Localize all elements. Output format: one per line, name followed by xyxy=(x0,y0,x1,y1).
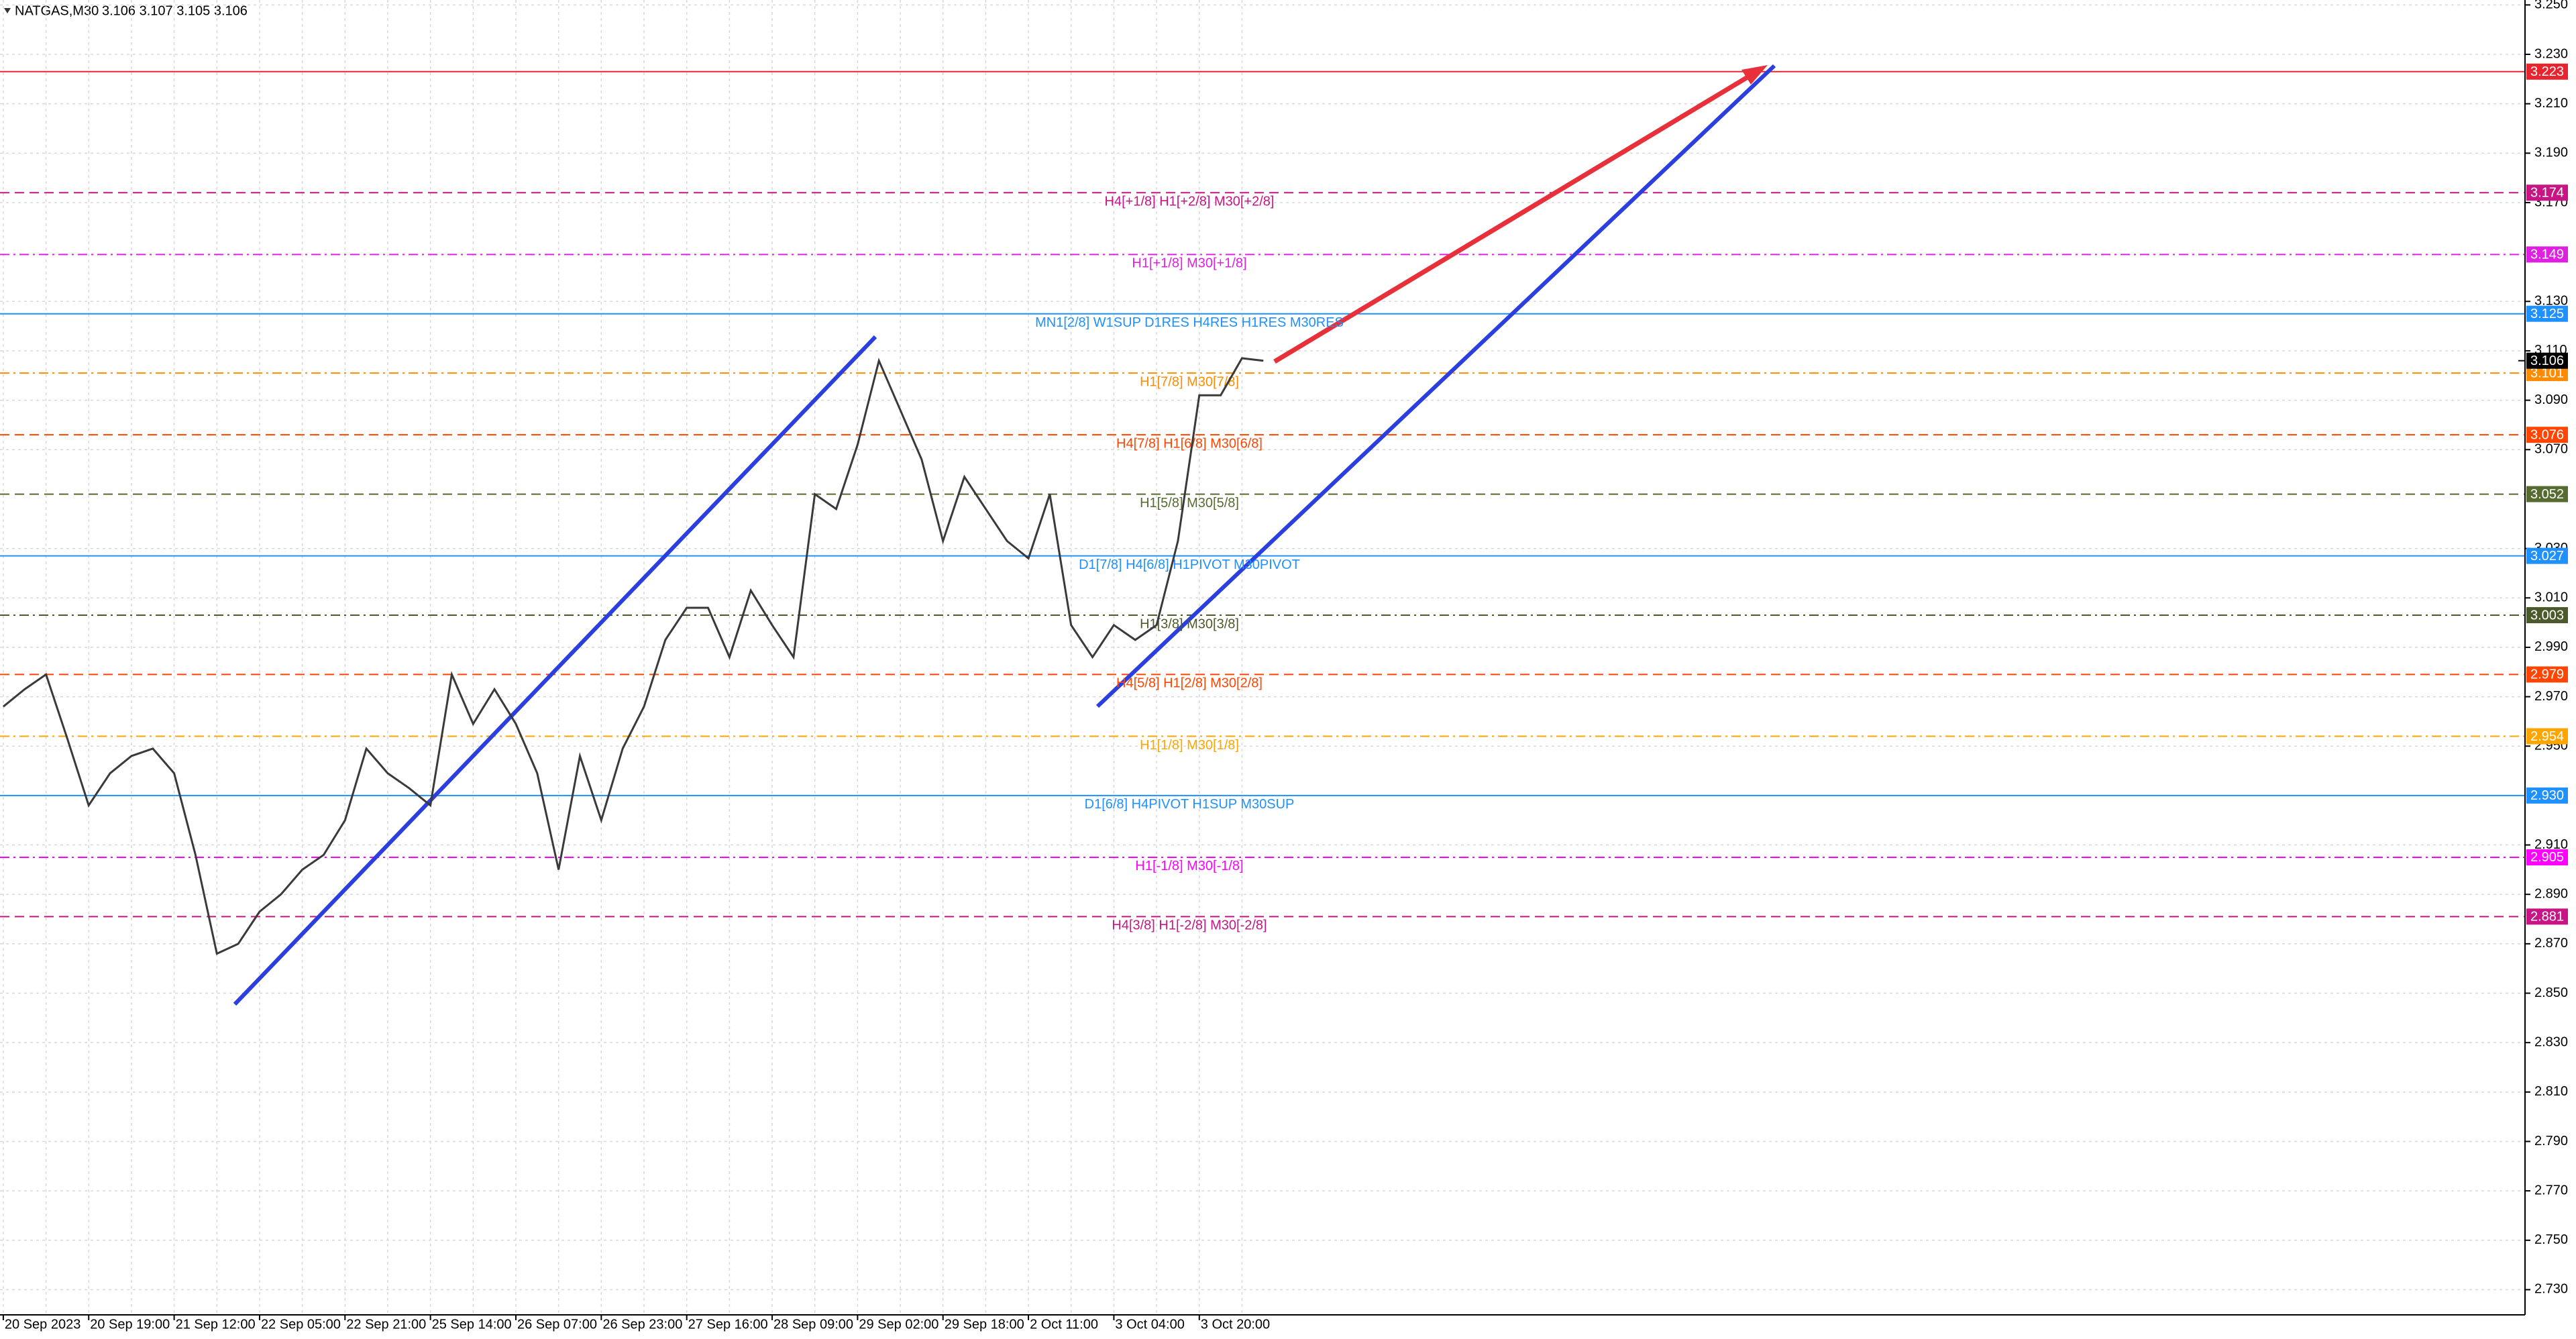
last-price-tag xyxy=(2526,352,2568,369)
x-tick-label: 29 Sep 18:00 xyxy=(945,1317,1024,1332)
price-tag xyxy=(2526,607,2568,624)
price-tag xyxy=(2526,184,2568,201)
price-tag-label: 3.174 xyxy=(2530,186,2564,201)
price-tag-label: 3.223 xyxy=(2530,64,2564,79)
y-tick-label: 2.730 xyxy=(2534,1282,2568,1297)
price-tag-label: 3.027 xyxy=(2530,549,2564,564)
quote: 3.106 3.107 3.105 3.106 xyxy=(102,3,248,18)
level-label: H4[7/8] H1[6/8] M30[6/8] xyxy=(1116,436,1263,451)
level-label: H4[+1/8] H1[+2/8] M30[+2/8] xyxy=(1105,195,1275,209)
y-tick-label: 3.130 xyxy=(2534,294,2568,309)
x-tick-label: 29 Sep 02:00 xyxy=(859,1317,938,1332)
price-tag xyxy=(2526,63,2568,80)
price-tag-label: 3.101 xyxy=(2530,366,2564,380)
y-tick-label: 3.250 xyxy=(2534,0,2568,12)
price-tag-label: 2.979 xyxy=(2530,667,2564,682)
y-tick-label: 3.210 xyxy=(2534,96,2568,111)
y-tick-label: 2.990 xyxy=(2534,639,2568,654)
last-price-label: 3.106 xyxy=(2530,354,2564,368)
price-tag xyxy=(2526,908,2568,925)
price-tag-label: 2.930 xyxy=(2530,788,2564,803)
x-tick-label: 26 Sep 07:00 xyxy=(517,1317,597,1332)
x-tick-label: 22 Sep 05:00 xyxy=(261,1317,341,1332)
price-tag-label: 3.003 xyxy=(2530,608,2564,623)
y-tick-label: 2.870 xyxy=(2534,936,2568,951)
x-tick-label: 3 Oct 04:00 xyxy=(1115,1317,1184,1332)
level-label: H1[-1/8] M30[-1/8] xyxy=(1135,859,1243,873)
x-tick-label: 28 Sep 09:00 xyxy=(773,1317,853,1332)
x-tick-label: 2 Oct 11:00 xyxy=(1030,1317,1098,1332)
price-tag-label: 3.076 xyxy=(2530,427,2564,442)
level-label: H1[5/8] M30[5/8] xyxy=(1140,496,1239,511)
price-tag-label: 3.149 xyxy=(2530,248,2564,262)
level-label: H4[3/8] H1[-2/8] M30[-2/8] xyxy=(1112,918,1267,933)
x-tick-label: 26 Sep 23:00 xyxy=(602,1317,682,1332)
x-tick-label: 25 Sep 14:00 xyxy=(432,1317,512,1332)
price-tag xyxy=(2526,849,2568,865)
projection-arrow xyxy=(1273,69,1759,364)
plot-area xyxy=(0,0,2525,1315)
y-tick-label: 3.070 xyxy=(2534,442,2568,457)
y-tick-label: 2.790 xyxy=(2534,1134,2568,1148)
y-tick-label: 2.750 xyxy=(2534,1232,2568,1247)
y-tick-label: 3.230 xyxy=(2534,46,2568,61)
x-tick-label: 21 Sep 12:00 xyxy=(176,1317,256,1332)
level-label: H4[5/8] H1[2/8] M30[2/8] xyxy=(1116,676,1263,691)
price-tag xyxy=(2526,246,2568,263)
price-tag xyxy=(2526,728,2568,745)
menu-arrow xyxy=(4,8,11,13)
arrow-head xyxy=(1741,65,1768,85)
price-tag-label: 3.052 xyxy=(2530,487,2564,502)
price-tag xyxy=(2526,486,2568,502)
level-label: D1[6/8] H4PIVOT H1SUP M30SUP xyxy=(1085,797,1295,812)
y-tick-label: 2.970 xyxy=(2534,689,2568,704)
price-tag xyxy=(2526,427,2568,443)
x-tick-label: 3 Oct 20:00 xyxy=(1201,1317,1270,1332)
y-tick-label: 3.190 xyxy=(2534,146,2568,160)
price-tag-label: 3.125 xyxy=(2530,307,2564,321)
x-tick-label: 27 Sep 16:00 xyxy=(688,1317,768,1332)
x-tick-label: 20 Sep 2023 xyxy=(5,1317,80,1332)
trend-line xyxy=(1095,64,1776,708)
level-label: MN1[2/8] W1SUP D1RES H4RES H1RES M30RES xyxy=(1035,315,1344,330)
y-tick-label: 2.810 xyxy=(2534,1084,2568,1099)
price-tag xyxy=(2526,787,2568,804)
x-tick-label: 22 Sep 21:00 xyxy=(346,1317,426,1332)
y-tick-label: 2.850 xyxy=(2534,985,2568,1000)
price-tag-label: 2.905 xyxy=(2530,850,2564,865)
level-label: D1[7/8] H4[6/8] H1PIVOT M30PIVOT xyxy=(1079,557,1300,572)
level-label: H1[+1/8] M30[+1/8] xyxy=(1132,256,1246,271)
level-label: H1[7/8] M30[7/8] xyxy=(1140,374,1239,389)
price-tag xyxy=(2526,666,2568,683)
price-tag xyxy=(2526,547,2568,564)
y-tick-label: 2.890 xyxy=(2534,886,2568,901)
x-tick-label: 20 Sep 19:00 xyxy=(90,1317,170,1332)
y-tick-label: 3.010 xyxy=(2534,590,2568,605)
y-tick-label: 2.770 xyxy=(2534,1183,2568,1197)
price-tag xyxy=(2526,305,2568,322)
level-label: H1[1/8] M30[1/8] xyxy=(1140,738,1239,753)
trend-line xyxy=(233,335,877,1006)
price-tag-label: 2.954 xyxy=(2530,729,2564,744)
y-tick-label: 2.830 xyxy=(2534,1034,2568,1049)
y-tick-label: 2.910 xyxy=(2534,837,2568,852)
price-line xyxy=(2,357,1264,955)
symbol-title: NATGAS,M30 xyxy=(15,3,99,18)
level-label: H1[3/8] M30[3/8] xyxy=(1140,617,1239,631)
y-tick-label: 3.090 xyxy=(2534,392,2568,407)
price-tag-label: 2.881 xyxy=(2530,910,2564,924)
